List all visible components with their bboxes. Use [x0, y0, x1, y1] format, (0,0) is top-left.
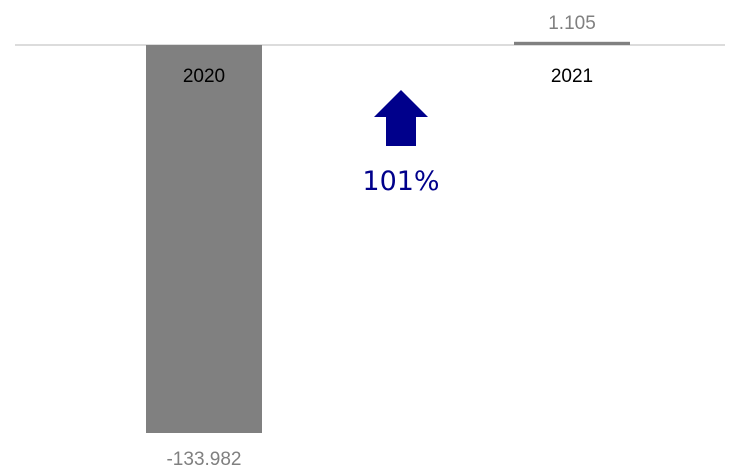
value-label-2021: 1.105 [548, 13, 596, 34]
category-label-2020: 2020 [183, 66, 225, 87]
bar-2021 [514, 41, 630, 45]
category-label-2021: 2021 [551, 66, 593, 87]
bar-2020 [146, 45, 262, 433]
value-label-2020: -133.982 [166, 449, 241, 470]
up-arrow-icon [374, 90, 428, 146]
change-percent-label: 101% [362, 166, 439, 197]
